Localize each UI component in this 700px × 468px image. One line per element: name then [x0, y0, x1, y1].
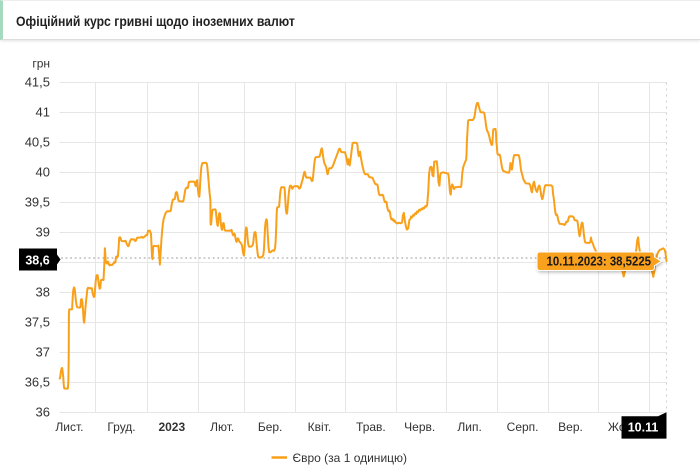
- svg-text:36,5: 36,5: [25, 375, 50, 390]
- svg-text:39: 39: [36, 225, 50, 240]
- svg-text:Євро (за 1 одиницю): Євро (за 1 одиницю): [293, 451, 408, 465]
- svg-text:37,5: 37,5: [25, 315, 50, 330]
- svg-text:39,5: 39,5: [25, 195, 50, 210]
- svg-text:38: 38: [36, 285, 50, 300]
- svg-text:36: 36: [36, 405, 50, 420]
- svg-text:Лист.: Лист.: [55, 420, 83, 434]
- svg-text:Груд.: Груд.: [107, 420, 135, 434]
- svg-text:Серп.: Серп.: [507, 420, 539, 434]
- svg-text:41,5: 41,5: [25, 75, 50, 90]
- svg-text:38,6: 38,6: [25, 253, 49, 267]
- svg-text:Вер.: Вер.: [558, 420, 583, 434]
- svg-text:2023: 2023: [158, 420, 185, 434]
- svg-text:10.11: 10.11: [628, 421, 659, 435]
- svg-text:Лют.: Лют.: [210, 420, 234, 434]
- svg-text:40: 40: [36, 165, 50, 180]
- svg-text:41: 41: [36, 105, 50, 120]
- svg-text:37: 37: [36, 345, 50, 360]
- svg-text:Бер.: Бер.: [258, 420, 283, 434]
- svg-text:Трав.: Трав.: [356, 420, 386, 434]
- svg-text:Квіт.: Квіт.: [308, 420, 332, 434]
- svg-text:грн: грн: [32, 57, 50, 71]
- svg-text:40,5: 40,5: [25, 135, 50, 150]
- svg-text:Черв.: Черв.: [404, 420, 435, 434]
- svg-text:Лип.: Лип.: [457, 420, 481, 434]
- svg-text:10.11.2023: 38,5225: 10.11.2023: 38,5225: [547, 254, 652, 269]
